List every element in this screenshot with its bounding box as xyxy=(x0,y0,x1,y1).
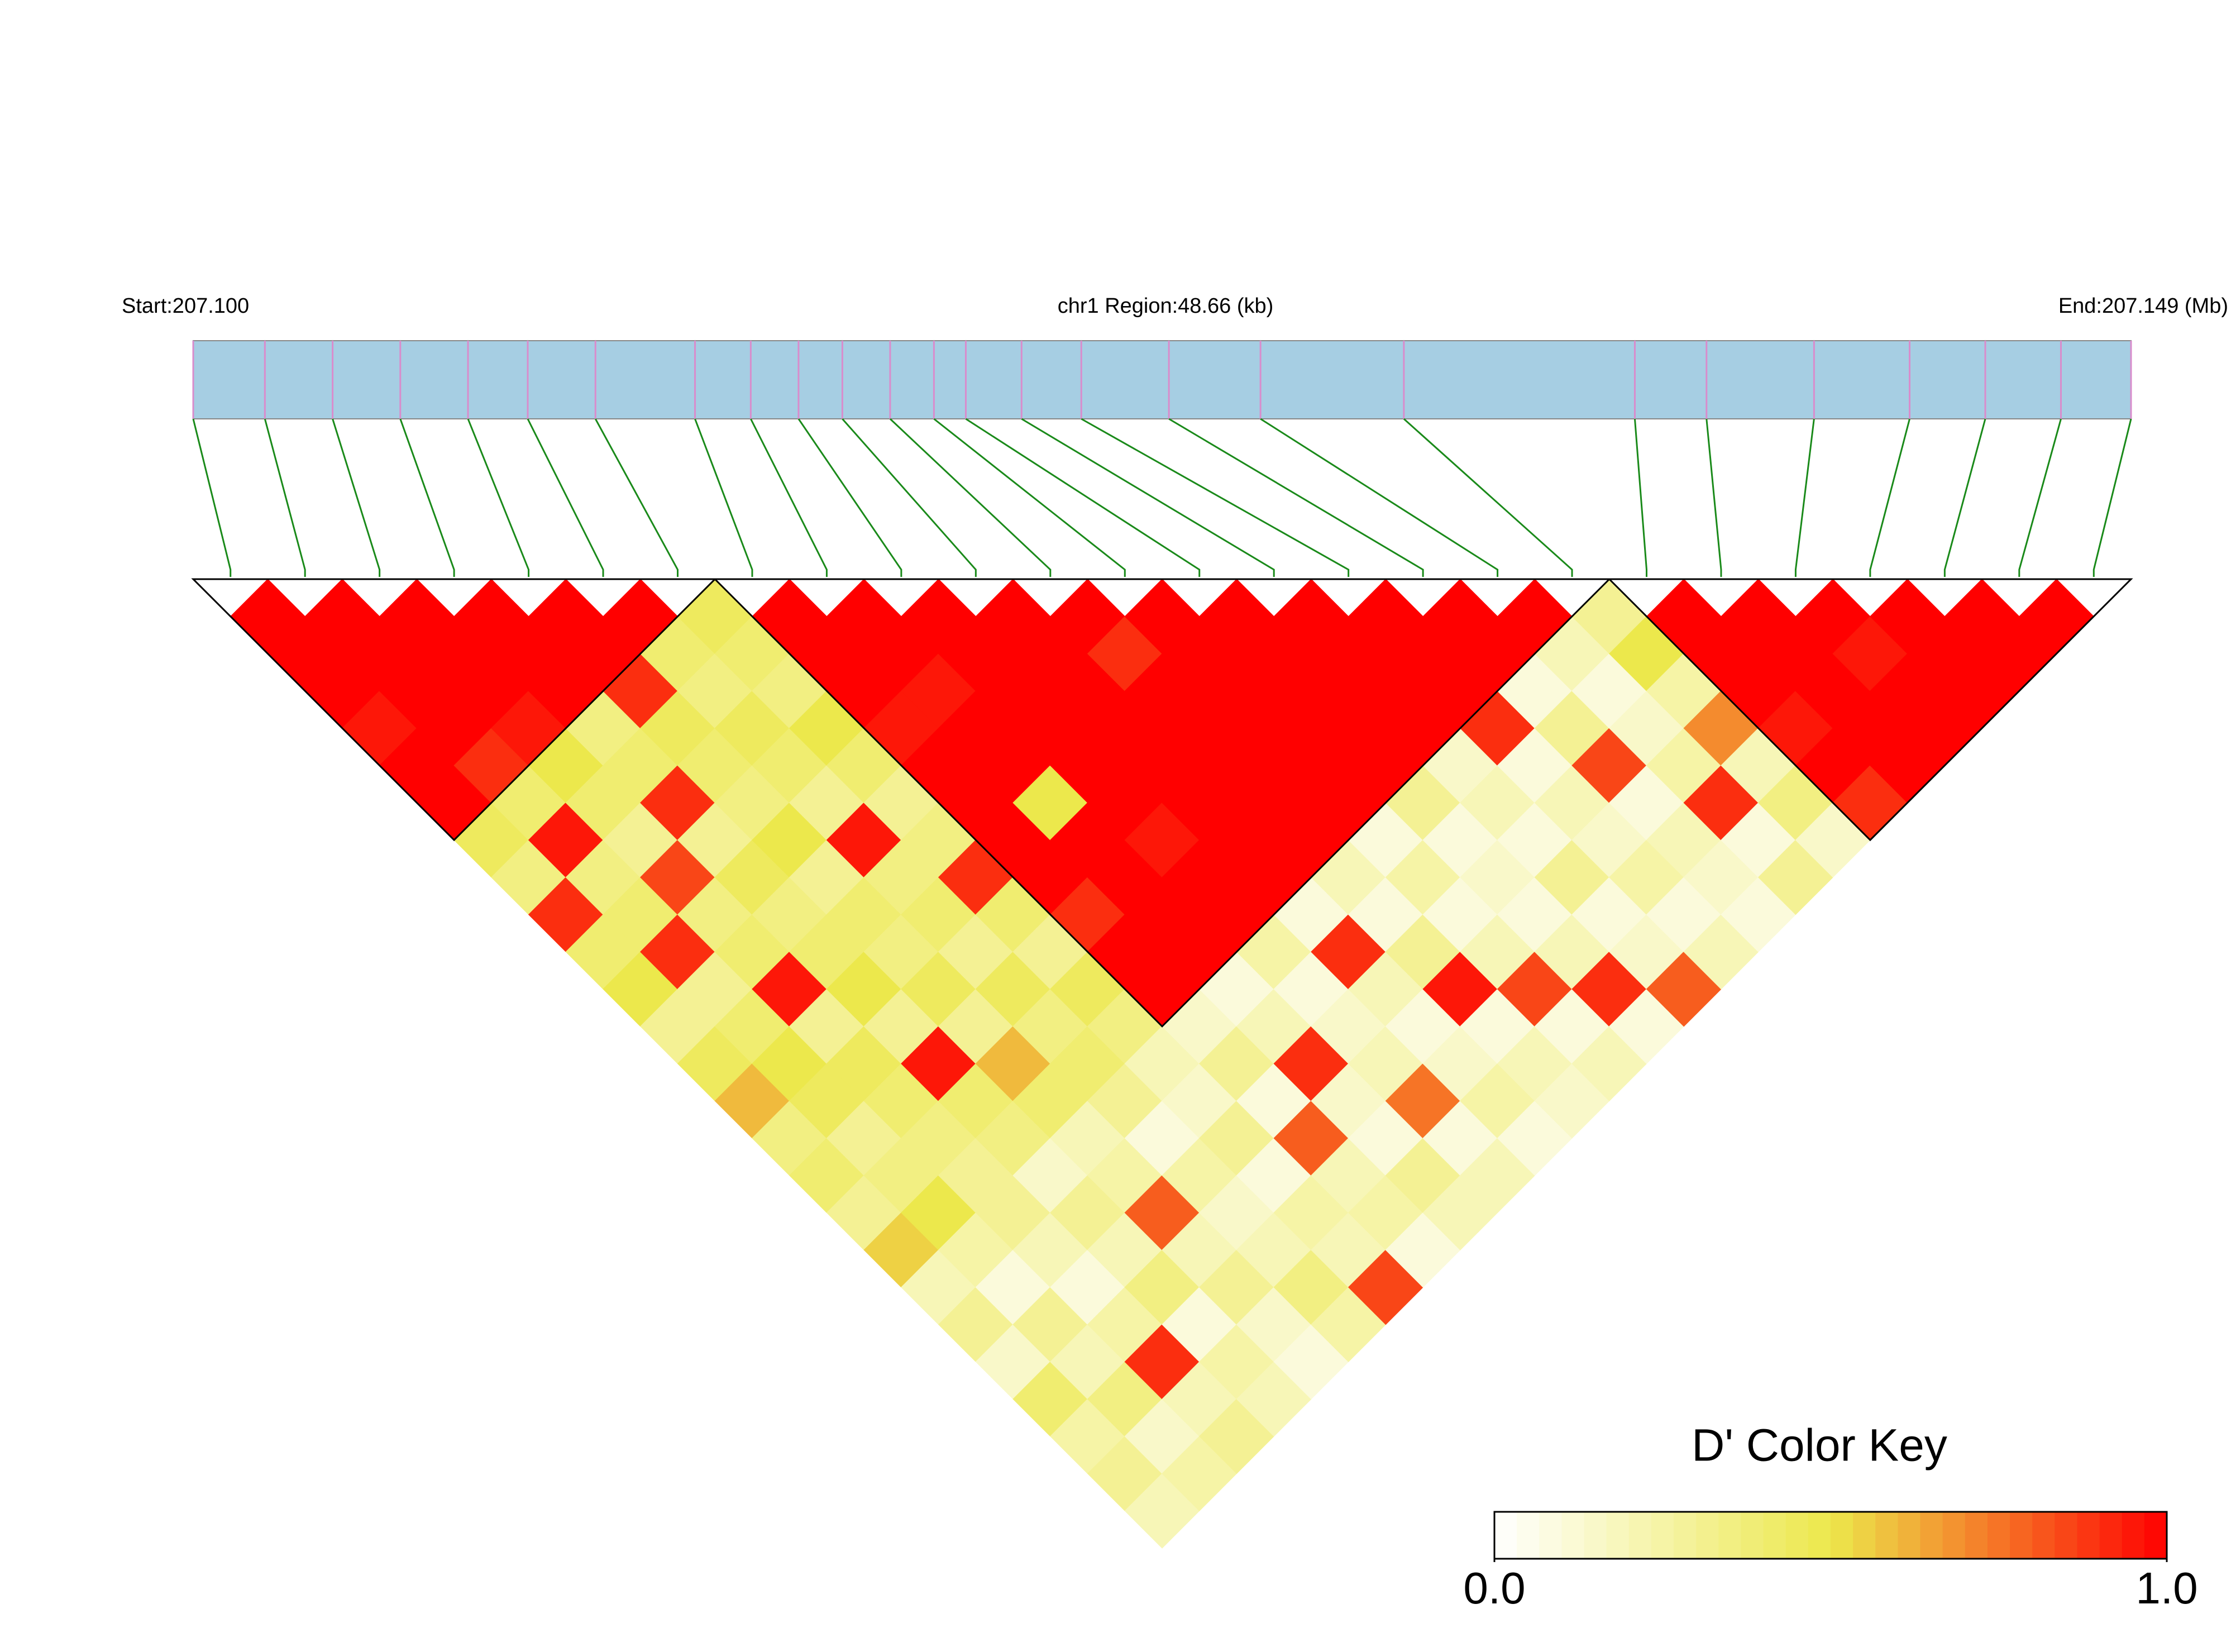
color-key-swatch xyxy=(1898,1512,1921,1559)
snp-link xyxy=(594,418,679,577)
region-label: chr1 Region:48.66 (kb) xyxy=(1058,294,1274,318)
snp-link xyxy=(1794,418,1815,577)
color-key-swatch xyxy=(1808,1512,1831,1559)
color-key-swatch xyxy=(2144,1512,2167,1559)
color-key-swatch xyxy=(2032,1512,2055,1559)
snp-link xyxy=(2093,418,2132,577)
color-key-swatch xyxy=(1741,1512,1764,1559)
color-key-swatch xyxy=(1718,1512,1741,1559)
snp-link xyxy=(192,418,232,577)
snp-link xyxy=(527,418,604,577)
color-key-swatch xyxy=(1920,1512,1943,1559)
color-key-swatch xyxy=(1651,1512,1674,1559)
color-key-swatch xyxy=(2077,1512,2100,1559)
snp-link xyxy=(1021,418,1275,577)
start-label: Start:207.100 xyxy=(122,294,249,318)
region-bar xyxy=(193,340,2132,419)
color-key-swatch xyxy=(1853,1512,1876,1559)
color-key-swatch xyxy=(1674,1512,1697,1559)
snp-link xyxy=(1260,418,1499,577)
ld-block-outline xyxy=(191,578,717,842)
color-key-swatch xyxy=(1942,1512,1966,1559)
color-key-swatch xyxy=(2055,1512,2077,1559)
color-key-swatch xyxy=(1517,1512,1540,1559)
color-key-swatch xyxy=(1628,1512,1652,1559)
color-key-swatch xyxy=(1584,1512,1607,1559)
color-key-swatch xyxy=(1965,1512,1988,1559)
color-key-swatch xyxy=(1561,1512,1585,1559)
snp-link xyxy=(842,418,977,577)
snp-link xyxy=(1081,418,1350,577)
snp-link xyxy=(332,418,381,577)
snp-link xyxy=(467,418,530,577)
snp-link xyxy=(399,418,455,577)
color-key-swatch xyxy=(1875,1512,1898,1559)
snp-link xyxy=(264,418,306,577)
snp-link xyxy=(1706,418,1722,577)
color-key-swatch xyxy=(2122,1512,2145,1559)
color-key-tick-label: 1.0 xyxy=(2136,1563,2197,1613)
snp-link xyxy=(750,418,828,577)
color-key-swatch xyxy=(1763,1512,1786,1559)
color-key-swatch xyxy=(1494,1512,1517,1559)
end-label: End:207.149 (Mb) xyxy=(2058,294,2228,318)
color-key-swatch xyxy=(1785,1512,1809,1559)
color-key-swatch xyxy=(1606,1512,1630,1559)
snp-link xyxy=(1633,418,1647,577)
color-key-swatch xyxy=(1831,1512,1853,1559)
snp-link xyxy=(1869,418,1910,577)
color-key-swatch xyxy=(1696,1512,1719,1559)
snp-link xyxy=(965,418,1201,577)
color-key-swatch xyxy=(1539,1512,1562,1559)
snp-link xyxy=(797,418,902,577)
snp-link xyxy=(1403,418,1573,577)
snp-link xyxy=(1943,418,1986,577)
ld-block-outline xyxy=(1607,578,2133,842)
snp-link xyxy=(933,418,1126,577)
color-key-swatch xyxy=(1987,1512,2010,1559)
snp-link xyxy=(694,418,753,577)
snp-link xyxy=(889,418,1052,577)
color-key-title: D' Color Key xyxy=(1692,1420,1947,1471)
color-key-tick-label: 0.0 xyxy=(1463,1563,1525,1613)
color-key-frame xyxy=(1493,1511,2168,1560)
snp-link xyxy=(2018,418,2062,577)
ld-block-outline xyxy=(713,578,1612,1028)
snp-link xyxy=(1168,418,1424,577)
color-key-swatch xyxy=(2010,1512,2033,1559)
color-key-swatch xyxy=(2099,1512,2123,1559)
